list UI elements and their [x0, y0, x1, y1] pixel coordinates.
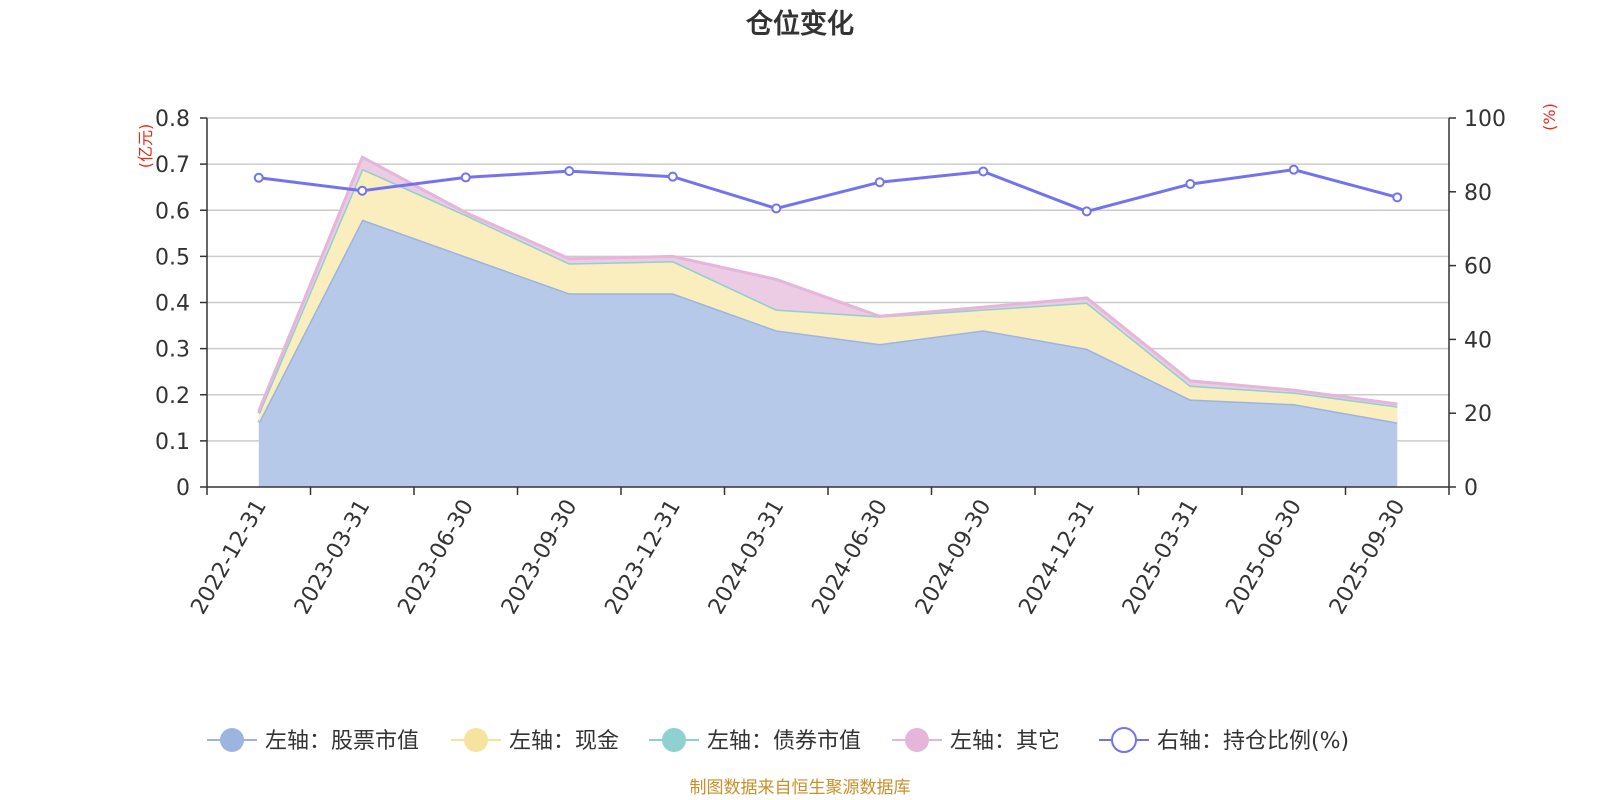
- ratio-point[interactable]: [1392, 192, 1403, 203]
- left-axis-tick-label: 0: [176, 476, 190, 501]
- ratio-point[interactable]: [357, 185, 368, 196]
- legend-item[interactable]: 左轴：债券市值: [649, 728, 861, 754]
- legend-item[interactable]: 右轴：持仓比例(%): [1099, 727, 1349, 754]
- ratio-point[interactable]: [1185, 179, 1196, 190]
- legend-label: 左轴：现金: [509, 729, 619, 754]
- x-axis-tick-label: 2023-09-30: [497, 496, 583, 619]
- x-axis-tick-label: 2024-06-30: [807, 496, 893, 619]
- x-axis-tick-label: 2023-03-31: [290, 496, 376, 619]
- ratio-point[interactable]: [978, 166, 989, 177]
- ratio-line: [258, 168, 1398, 213]
- legend-item[interactable]: 左轴：股票市值: [207, 728, 419, 754]
- area-line: [257, 155, 1398, 412]
- legend-marker: [464, 728, 488, 752]
- legend-label: 左轴：债券市值: [707, 729, 861, 754]
- right-axis-tick-label: 20: [1464, 402, 1492, 427]
- right-axis-tick-label: 60: [1464, 255, 1492, 280]
- ratio-point[interactable]: [1081, 206, 1092, 217]
- legend-label: 左轴：股票市值: [265, 729, 419, 754]
- legend-marker: [1111, 727, 1137, 753]
- x-axis-tick-label: 2025-03-31: [1118, 496, 1204, 619]
- legend-item[interactable]: 左轴：现金: [451, 728, 619, 754]
- ratio-line-series: [253, 164, 1403, 217]
- area-fill: [258, 168, 1398, 423]
- ratio-point[interactable]: [667, 171, 678, 182]
- area-fill: [258, 219, 1398, 487]
- right-axis-tick-label: 40: [1464, 328, 1492, 353]
- left-axis-tick-label: 0.7: [155, 153, 190, 178]
- left-axis-tick-label: 0.1: [155, 430, 190, 455]
- x-axis-tick-label: 2025-06-30: [1221, 496, 1307, 619]
- area-series: [257, 155, 1398, 487]
- left-axis-tick-label: 0.2: [155, 384, 190, 409]
- x-axis-tick-label: 2025-09-30: [1325, 496, 1411, 619]
- legend-marker: [905, 728, 929, 752]
- legend-label: 右轴：持仓比例(%): [1157, 729, 1349, 754]
- legend-item[interactable]: 左轴：其它: [892, 728, 1060, 754]
- x-axis-tick-label: 2024-12-31: [1014, 496, 1100, 619]
- right-axis-tick-label: 80: [1464, 181, 1492, 206]
- right-axis-tick-label: 0: [1464, 476, 1478, 501]
- x-axis-tick-label: 2024-09-30: [911, 496, 997, 619]
- right-axis-tick-label: 100: [1464, 107, 1506, 132]
- chart-title: 仓位变化: [745, 8, 854, 40]
- ratio-point[interactable]: [564, 166, 575, 177]
- left-axis-tick-label: 0.6: [155, 199, 190, 224]
- ratio-point[interactable]: [253, 172, 264, 183]
- x-axis-tick-label: 2023-12-31: [600, 496, 686, 619]
- ratio-point[interactable]: [460, 172, 471, 183]
- ratio-point[interactable]: [1288, 164, 1299, 175]
- legend-label: 左轴：其它: [950, 729, 1060, 754]
- ratio-point[interactable]: [771, 203, 782, 214]
- left-axis-tick-label: 0.3: [155, 338, 190, 363]
- legend-marker: [662, 728, 686, 752]
- left-axis-tick-label: 0.8: [155, 107, 190, 132]
- x-axis-tick-label: 2023-06-30: [393, 496, 479, 619]
- right-axis-unit: (%): [1540, 103, 1559, 131]
- x-axis-tick-label: 2024-03-31: [704, 496, 790, 619]
- legend-marker: [220, 728, 244, 752]
- footer-source: 制图数据来自恒生聚源数据库: [690, 778, 911, 798]
- legend: 左轴：股票市值 左轴：现金 左轴：债券市值 左轴：其它 右轴：持仓比例(%): [207, 727, 1349, 754]
- left-axis-tick-label: 0.5: [155, 245, 190, 270]
- ratio-point[interactable]: [874, 177, 885, 188]
- x-axis-tick-label: 2022-12-31: [186, 496, 272, 619]
- left-axis-unit: (亿元): [136, 124, 155, 169]
- left-axis-tick-label: 0.4: [155, 292, 190, 317]
